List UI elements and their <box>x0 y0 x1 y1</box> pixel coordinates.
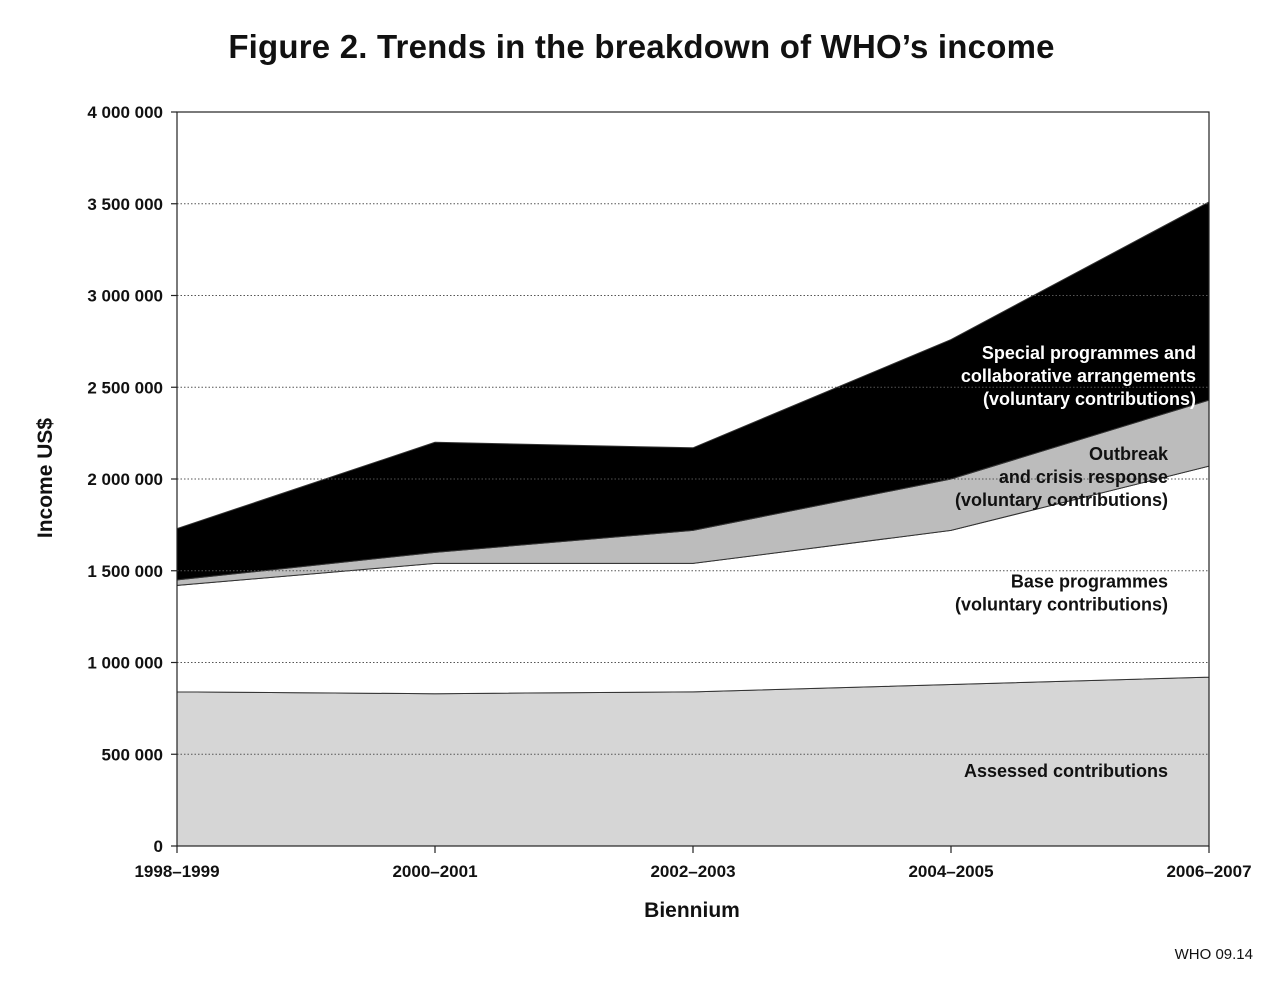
y-tick-label: 1 500 000 <box>87 562 163 581</box>
series-label-3: Special programmes and <box>982 343 1196 363</box>
x-tick-labels: 1998–1999 2000–2001 2002–2003 2004–2005 2006… <box>134 846 1252 881</box>
series-label-2: and crisis response <box>999 467 1168 487</box>
series-label-2: (voluntary contributions) <box>955 490 1168 510</box>
figure-code: WHO 09.14 <box>1174 946 1253 963</box>
y-tick-label: 4 000 000 <box>87 103 163 122</box>
y-axis-title: Income US$ <box>34 418 57 539</box>
x-tick-label: 2006–2007 <box>1166 862 1251 881</box>
y-tick-label: 1 000 000 <box>87 654 163 673</box>
series-label-1: Base programmes <box>1011 571 1168 591</box>
series-label-1: (voluntary contributions) <box>955 594 1168 614</box>
y-tick-label: 2 500 000 <box>87 378 163 397</box>
x-axis-title: Biennium <box>644 899 740 922</box>
series-labels: Assessed contributions Base programmes (vo… <box>955 343 1196 781</box>
x-tick-label: 2002–2003 <box>650 862 735 881</box>
x-tick-label: 1998–1999 <box>134 862 219 881</box>
series-label-0: Assessed contributions <box>964 761 1168 781</box>
y-tick-labels: 0 500 000 1 000 000 1 500 000 2 000 000 2 500… <box>87 103 177 856</box>
y-tick-label: 3 500 000 <box>87 195 163 214</box>
series-label-2: Outbreak <box>1089 444 1169 464</box>
y-tick-label: 3 000 000 <box>87 287 163 306</box>
series-label-3: (voluntary contributions) <box>983 389 1196 409</box>
x-tick-label: 2000–2001 <box>392 862 477 881</box>
chart-title: Figure 2. Trends in the breakdown of WHO… <box>228 28 1055 65</box>
area-series-group <box>176 201 1210 847</box>
series-label-3: collaborative arrangements <box>961 366 1196 386</box>
y-tick-label: 500 000 <box>102 745 163 764</box>
x-tick-label: 2004–2005 <box>908 862 993 881</box>
y-tick-label: 2 000 000 <box>87 470 163 489</box>
y-tick-label: 0 <box>154 837 163 856</box>
